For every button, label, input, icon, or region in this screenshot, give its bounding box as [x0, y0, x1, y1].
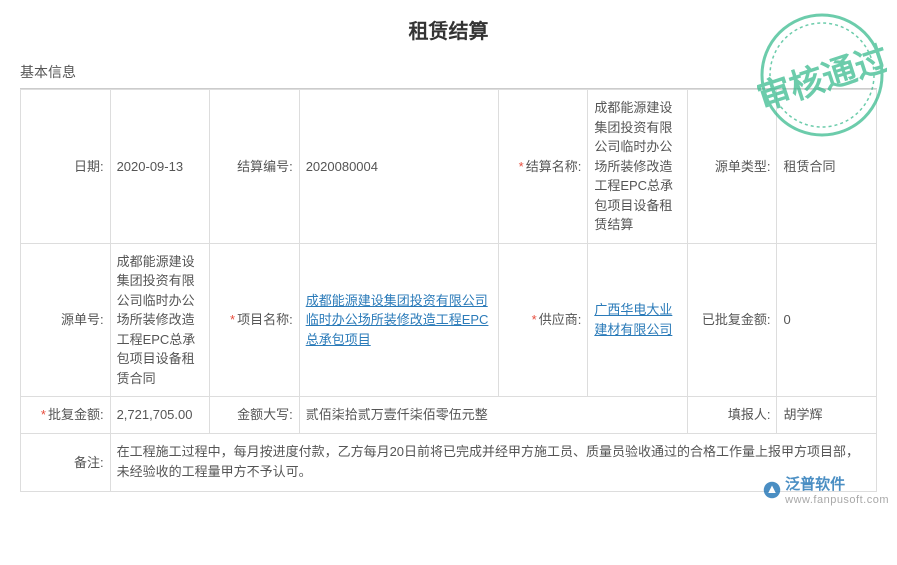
label-project-name: *项目名称: — [210, 243, 300, 397]
label-remark: 备注: — [21, 433, 111, 492]
table-row: 备注: 在工程施工过程中，每月按进度付款，乙方每月20日前将已完成并经甲方施工员… — [21, 433, 877, 492]
label-amount-cn: 金额大写: — [210, 397, 300, 434]
label-source-type: 源单类型: — [687, 90, 777, 244]
table-row: 日期: 2020-09-13 结算编号: 2020080004 *结算名称: 成… — [21, 90, 877, 244]
value-supplier: 广西华电大业建材有限公司 — [588, 243, 688, 397]
value-settlement-no: 2020080004 — [299, 90, 498, 244]
value-reporter: 胡学辉 — [777, 397, 877, 434]
value-settlement-name: 成都能源建设集团投资有限公司临时办公场所装修改造工程EPC总承包项目设备租赁结算 — [588, 90, 688, 244]
value-amount-cn: 贰佰柒拾贰万壹仟柒佰零伍元整 — [299, 397, 687, 434]
label-reporter: 填报人: — [687, 397, 777, 434]
value-project-name: 成都能源建设集团投资有限公司临时办公场所装修改造工程EPC总承包项目 — [299, 243, 498, 397]
label-approved-amount: 已批复金额: — [687, 243, 777, 397]
value-source-no: 成都能源建设集团投资有限公司临时办公场所装修改造工程EPC总承包项目设备租赁合同 — [110, 243, 210, 397]
label-settlement-no: 结算编号: — [210, 90, 300, 244]
watermark-brand: 泛普软件 — [785, 473, 889, 494]
supplier-link[interactable]: 广西华电大业建材有限公司 — [594, 302, 672, 337]
label-supplier: *供应商: — [498, 243, 588, 397]
value-approval-amount: 2,721,705.00 — [110, 397, 210, 434]
table-row: *批复金额: 2,721,705.00 金额大写: 贰佰柒拾贰万壹仟柒佰零伍元整… — [21, 397, 877, 434]
logo-icon — [763, 481, 781, 499]
value-approved-amount: 0 — [777, 243, 877, 397]
page-title: 租赁结算 — [20, 15, 877, 44]
section-header: 基本信息 — [20, 62, 877, 89]
label-date: 日期: — [21, 90, 111, 244]
watermark: 泛普软件 www.fanpusoft.com — [763, 473, 889, 506]
label-source-no: 源单号: — [21, 243, 111, 397]
label-settlement-name: *结算名称: — [498, 90, 588, 244]
table-row: 源单号: 成都能源建设集团投资有限公司临时办公场所装修改造工程EPC总承包项目设… — [21, 243, 877, 397]
watermark-url: www.fanpusoft.com — [785, 494, 889, 506]
project-link[interactable]: 成都能源建设集团投资有限公司临时办公场所装修改造工程EPC总承包项目 — [306, 293, 489, 347]
label-approval-amount: *批复金额: — [21, 397, 111, 434]
value-source-type: 租赁合同 — [777, 90, 877, 244]
info-table: 日期: 2020-09-13 结算编号: 2020080004 *结算名称: 成… — [20, 89, 877, 492]
value-date: 2020-09-13 — [110, 90, 210, 244]
value-remark: 在工程施工过程中，每月按进度付款，乙方每月20日前将已完成并经甲方施工员、质量员… — [110, 433, 876, 492]
